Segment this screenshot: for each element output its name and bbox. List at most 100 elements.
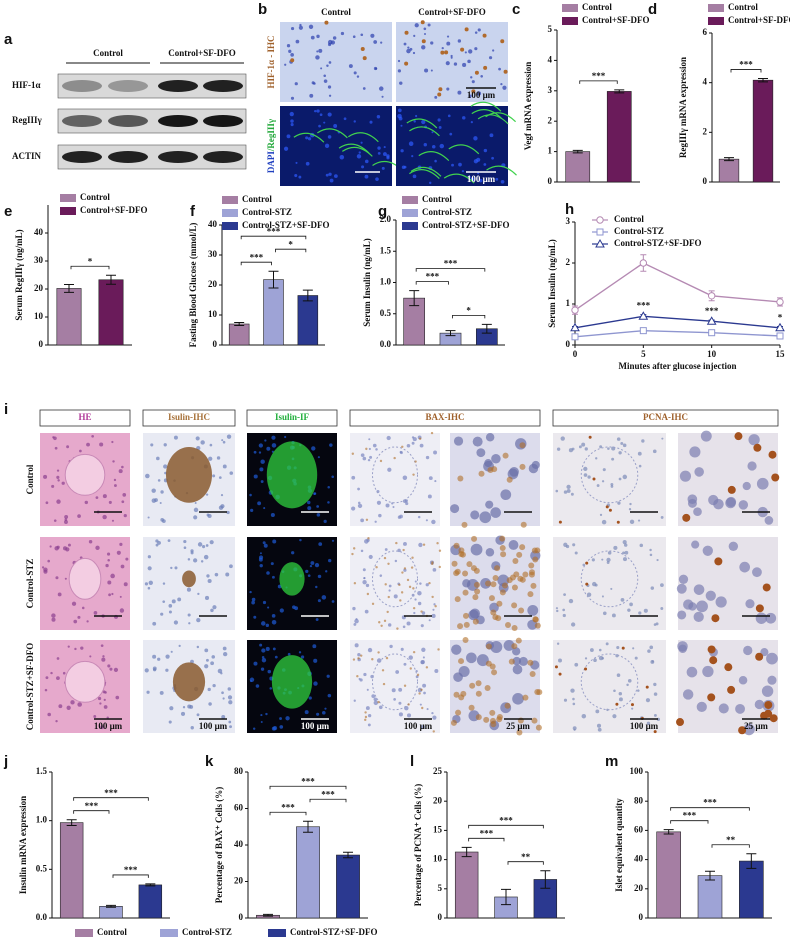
cell [294, 82, 298, 86]
cell [518, 656, 528, 666]
stain-dot [364, 715, 368, 719]
cell [328, 94, 332, 97]
legend-label: Control-STZ [614, 226, 664, 236]
stain-dot [532, 556, 539, 563]
significance-label: * [466, 305, 471, 315]
cell [573, 728, 576, 731]
stain-dot [511, 643, 518, 650]
cell [756, 477, 769, 490]
cell [387, 467, 392, 472]
cell [228, 700, 233, 705]
cell [77, 514, 81, 518]
cell [572, 702, 576, 706]
stain-dot [425, 666, 429, 669]
legend-swatch [402, 196, 418, 204]
cell [689, 446, 701, 458]
cell [211, 655, 215, 659]
cell [761, 685, 774, 697]
cell [220, 494, 224, 497]
cell [368, 438, 371, 441]
cell [304, 710, 309, 715]
cell [378, 705, 383, 710]
cell [570, 688, 575, 693]
cell [105, 563, 109, 568]
stain-dot [375, 566, 378, 569]
cell [407, 46, 410, 49]
cell [265, 646, 270, 651]
cell [271, 443, 277, 448]
stain-fiber [293, 132, 325, 143]
cell [119, 542, 123, 546]
cell [270, 562, 274, 566]
cell [212, 683, 216, 688]
cell [64, 520, 68, 524]
cell [147, 555, 151, 559]
legend-label: Control+SF-DFO [728, 15, 790, 25]
cell [587, 475, 591, 479]
significance-label: *** [321, 789, 335, 799]
cell [406, 621, 411, 626]
stain-dot [592, 477, 596, 481]
cell [367, 723, 371, 727]
cell [556, 609, 559, 613]
cell [627, 608, 631, 612]
stain-dot [653, 730, 657, 734]
cell [679, 470, 692, 482]
stain-dot [438, 565, 441, 569]
stain-dot [502, 452, 509, 459]
cell [389, 644, 393, 649]
cell [393, 698, 396, 701]
cell [461, 170, 465, 173]
cell [194, 501, 197, 505]
cell [477, 172, 480, 175]
cell [162, 582, 166, 585]
cell [152, 621, 157, 626]
cell [470, 543, 483, 556]
significance-bracket [468, 837, 505, 842]
cell [421, 611, 426, 615]
cell [119, 608, 125, 613]
cell [400, 149, 404, 153]
cell [152, 654, 157, 659]
legend-swatch [222, 196, 238, 204]
cell [49, 545, 52, 548]
cell [563, 490, 568, 494]
stain-fiber [477, 114, 509, 125]
cell [351, 475, 356, 480]
stain-dot [711, 614, 720, 623]
cell [446, 35, 450, 38]
cell [58, 704, 63, 709]
scale-label: 25 μm [506, 721, 530, 731]
stain-dot [676, 718, 685, 727]
stain-dot [458, 550, 465, 557]
cell [163, 443, 167, 447]
cell [331, 539, 335, 542]
cell [622, 474, 628, 480]
cell [760, 648, 769, 657]
stain-dot [472, 594, 479, 601]
cell [223, 651, 228, 657]
bar [99, 906, 123, 919]
cell [209, 540, 214, 545]
cell [472, 436, 483, 447]
cell [327, 693, 332, 698]
cell [56, 469, 60, 472]
cell [290, 123, 294, 127]
cell [159, 690, 164, 695]
cell [227, 687, 231, 691]
significance-label: *** [444, 259, 458, 269]
cell [307, 574, 311, 578]
error-bar [145, 883, 156, 887]
cell [605, 642, 609, 646]
cell [715, 596, 727, 608]
cell [629, 602, 633, 607]
cell [253, 474, 258, 479]
cell [634, 656, 638, 660]
stain-dot [444, 50, 449, 55]
cell [203, 554, 209, 560]
x-axis-label: Minutes after glucose injection [618, 361, 736, 371]
cell [188, 622, 191, 625]
cell [687, 498, 697, 508]
cell [43, 569, 48, 574]
cell [598, 648, 602, 652]
